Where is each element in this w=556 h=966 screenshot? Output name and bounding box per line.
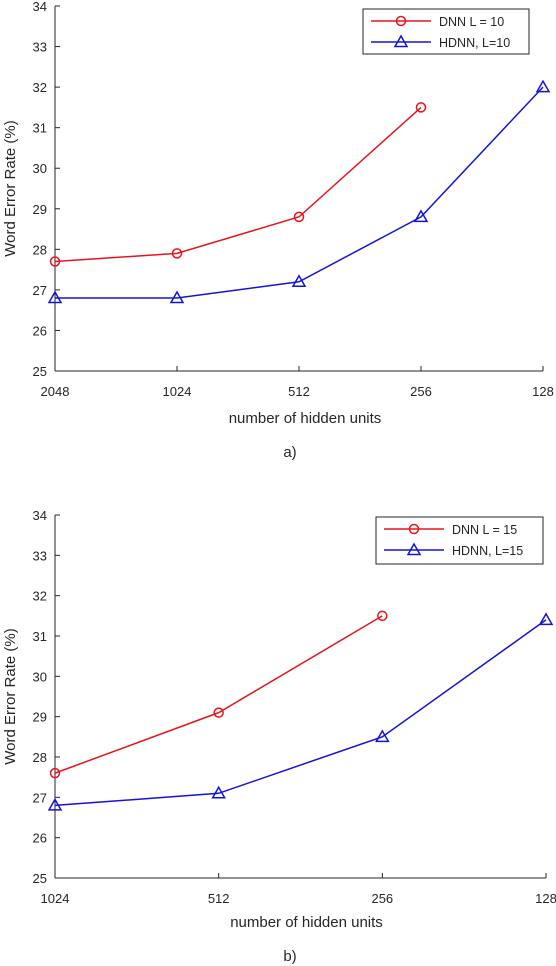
data-point (213, 707, 224, 718)
x-tick-label: 1024 (41, 891, 70, 906)
series-line (54, 619, 547, 807)
x-tick-label: 256 (371, 891, 393, 906)
series-dnn (49, 102, 427, 267)
legend-box (362, 8, 530, 55)
series-dnn (49, 610, 388, 779)
x-tick-label: 512 (288, 384, 310, 399)
legend-marker (408, 523, 420, 535)
y-tick-label: 27 (33, 790, 47, 805)
data-point (47, 797, 63, 811)
series-line (54, 615, 383, 774)
legend-marker (406, 542, 422, 556)
chart-b: 25 26 27 28 29 30 31 32 33 34 1024 512 256 128 number … (2, 508, 556, 965)
legend-label: DNN L = 10 (439, 15, 504, 29)
y-tick-label: 30 (33, 669, 47, 684)
legend-label: HDNN, L=10 (439, 36, 510, 50)
legend-label: DNN L = 15 (452, 523, 517, 537)
data-point (169, 290, 185, 304)
x-tick-label: 128 (535, 891, 556, 906)
data-point (377, 610, 388, 622)
legend: DNN L = 15 HDNN, L=15 (375, 516, 544, 565)
figure-caption: b) (283, 948, 296, 965)
y-tick-label: 28 (33, 750, 47, 765)
data-point (293, 211, 305, 223)
y-tick-label: 31 (33, 121, 47, 136)
y-tick-label: 25 (33, 871, 47, 886)
data-point (538, 612, 554, 626)
x-tick-label: 256 (410, 384, 432, 399)
legend: DNN L = 10 HDNN, L=10 (362, 8, 530, 55)
x-tick-label: 512 (208, 891, 230, 906)
y-tick-label: 32 (33, 589, 47, 604)
figure-caption: a) (283, 444, 296, 461)
y-tick-label: 30 (33, 161, 47, 176)
x-axis-label: number of hidden units (230, 914, 383, 931)
series-line (54, 106, 422, 263)
data-point (375, 729, 390, 743)
data-point (171, 248, 183, 259)
chart-a: 25 26 27 28 29 30 31 32 33 34 2048 1024 512 256 128 num… (2, 0, 554, 461)
x-tick-label: 2048 (41, 384, 70, 399)
data-point (415, 102, 427, 113)
y-tick-label: 34 (33, 0, 47, 14)
data-point (47, 290, 63, 304)
y-axis-label: Word Error Rate (%) (2, 628, 19, 764)
y-axis-label: Word Error Rate (%) (2, 120, 19, 256)
data-point (535, 79, 551, 93)
y-tick-label: 26 (33, 323, 47, 338)
y-tick-label: 33 (33, 548, 47, 563)
y-tick-label: 29 (33, 202, 47, 217)
data-point (413, 209, 429, 223)
y-tick-label: 32 (33, 80, 47, 95)
legend-marker (393, 34, 409, 48)
y-tick-label: 33 (33, 40, 47, 55)
y-tick-label: 27 (33, 283, 47, 298)
y-tick-label: 31 (33, 629, 47, 644)
y-tick-label: 29 (33, 710, 47, 725)
x-tick-label: 128 (532, 384, 554, 399)
data-point (49, 767, 61, 779)
y-tick-label: 28 (33, 242, 47, 257)
data-point (211, 785, 226, 799)
data-point (49, 256, 61, 267)
series-line (55, 86, 544, 299)
legend-box (375, 516, 544, 565)
x-tick-label: 1024 (163, 384, 192, 399)
y-tick-label: 26 (33, 831, 47, 846)
series-hdnn (47, 79, 551, 304)
y-tick-label: 34 (33, 508, 47, 523)
legend-label: HDNN, L=15 (452, 544, 523, 558)
x-axis-label: number of hidden units (229, 410, 382, 427)
data-point (291, 274, 307, 288)
series-hdnn (47, 612, 554, 811)
legend-marker (395, 15, 407, 27)
y-tick-label: 25 (33, 364, 47, 379)
